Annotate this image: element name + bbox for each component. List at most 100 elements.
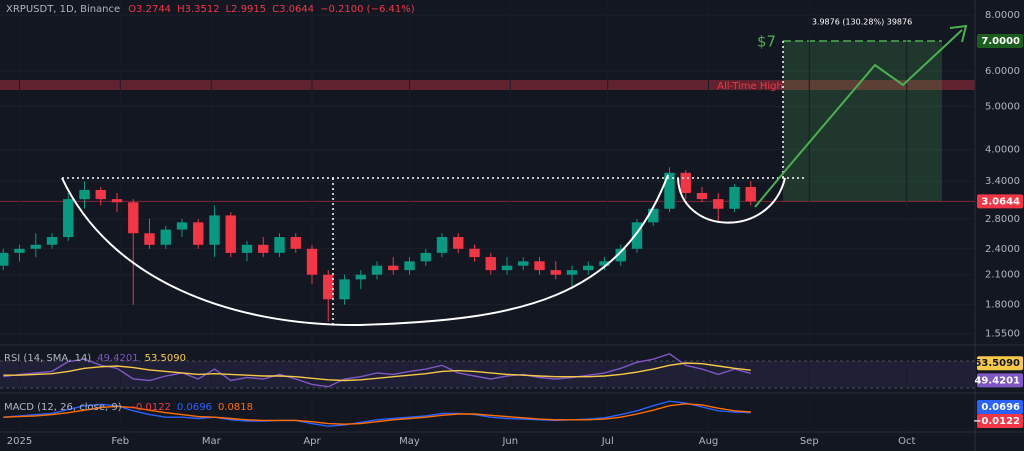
candle-body [583,265,594,271]
cup-curve [61,174,669,327]
candle-body [404,261,415,271]
candle-body [323,274,334,300]
price-tag-label: 7.0000 [981,36,1020,47]
candle-body [518,261,529,266]
candle-body [696,192,708,200]
candle-body [388,265,399,271]
x-tick-label: Apr [303,436,321,447]
y-tick-label: 2.4000 [985,244,1020,255]
price-tag [977,194,1023,209]
x-tick-label: 2025 [7,436,32,447]
candle-body [274,237,285,253]
candle-body [534,261,545,271]
candle-body [63,199,74,238]
pattern [61,24,968,327]
y-tick-label: 4.0000 [985,145,1020,156]
candle-body [420,252,431,262]
y-tick-label: 8.0000 [985,10,1020,21]
marks [0,167,756,427]
candle-body [128,202,139,234]
price-tag [977,34,1023,49]
candle-body [599,261,610,266]
rsi-band [0,361,975,388]
candle-body [713,199,724,209]
candle-body [176,222,188,230]
target-zone [783,41,942,202]
candle-body [241,244,253,253]
candle-body [485,257,496,271]
macd-title: MACD (12, 26, close, 9) [4,402,122,413]
x-tick-label: Oct [898,436,915,447]
ohlc-legend: −0.2100 (−6.41%) [320,4,415,15]
macd-value: −0.0122 [128,402,171,413]
ohlc-legend: O3.2744 [128,4,171,15]
candle-body [371,265,383,275]
ath-band [0,80,975,90]
projection-arrow [754,29,963,208]
candle-body [111,199,123,203]
candle-body [566,270,578,275]
candle-body [193,222,204,245]
candle-body [290,237,301,249]
candle-body [46,237,58,245]
candle-body [0,252,9,266]
price-tag-label: 49.4201 [974,375,1020,386]
ath-annotation: All-Time High [717,81,783,92]
candle-body [631,222,643,249]
x-tick-label: Sep [800,436,819,447]
x-tick-label: Jun [501,436,518,447]
macd-value: 0.0696 [177,402,212,413]
grid [0,40,975,202]
candle-body [339,279,350,300]
candle-body [453,237,464,249]
price-tag [977,356,1023,371]
candle-body [550,270,561,275]
candle-body [664,172,675,209]
candle-body [615,248,626,262]
candle-body [306,248,318,275]
y-tick-label: 2.8000 [985,214,1020,225]
candle-body [30,244,41,249]
price-tag [977,373,1023,388]
y-tick-label: 5.0000 [985,101,1020,112]
candle-body [14,248,25,253]
y-tick-label: 1.8000 [985,300,1020,311]
x-tick-label: May [399,436,420,447]
candle-body [469,248,480,258]
macd-value: 0.0818 [218,402,253,413]
arrow-head [949,24,968,43]
price-tag [977,400,1023,414]
measure-annotation: 3.9876 (130.28%) 39876 [812,18,912,27]
candle-body [729,186,740,209]
x-tick-label: Feb [111,436,129,447]
price-tag-label: 0.0696 [981,402,1020,413]
rsi-title: RSI (14, SMA, 14) [4,353,91,364]
rsi-value: 53.5090 [145,353,186,364]
candle-body [144,233,155,245]
candle-body [79,189,90,200]
candle-body [355,274,366,280]
indicator-line [3,403,751,425]
y-tick-label: 3.4000 [985,176,1020,187]
texts: XRPUSDT, 1D, Binance $7 All-Time High 3.… [4,4,1023,447]
rsi-value: 49.4201 [97,353,138,364]
target-annotation: $7 [757,33,776,51]
price-tag-label: −0.0122 [973,416,1020,427]
candle-body [209,215,220,245]
candle-body [95,189,106,200]
price-tag-label: 3.0644 [981,196,1020,207]
candle-body [680,172,691,193]
indicator-line [3,353,751,388]
y-tick-label: 1.5500 [985,329,1020,340]
candle-body [745,186,756,202]
candle-body [648,208,659,223]
ohlc-legend: L2.9915 [226,4,267,15]
y-tick-label: 2.1000 [985,270,1020,281]
y-tick-label: 6.0000 [985,66,1020,77]
x-tick-label: Jul [601,436,614,447]
chart-title: XRPUSDT, 1D, Binance [6,4,120,15]
indicator-line [3,362,751,382]
price-tag-label: 53.5090 [974,358,1020,369]
